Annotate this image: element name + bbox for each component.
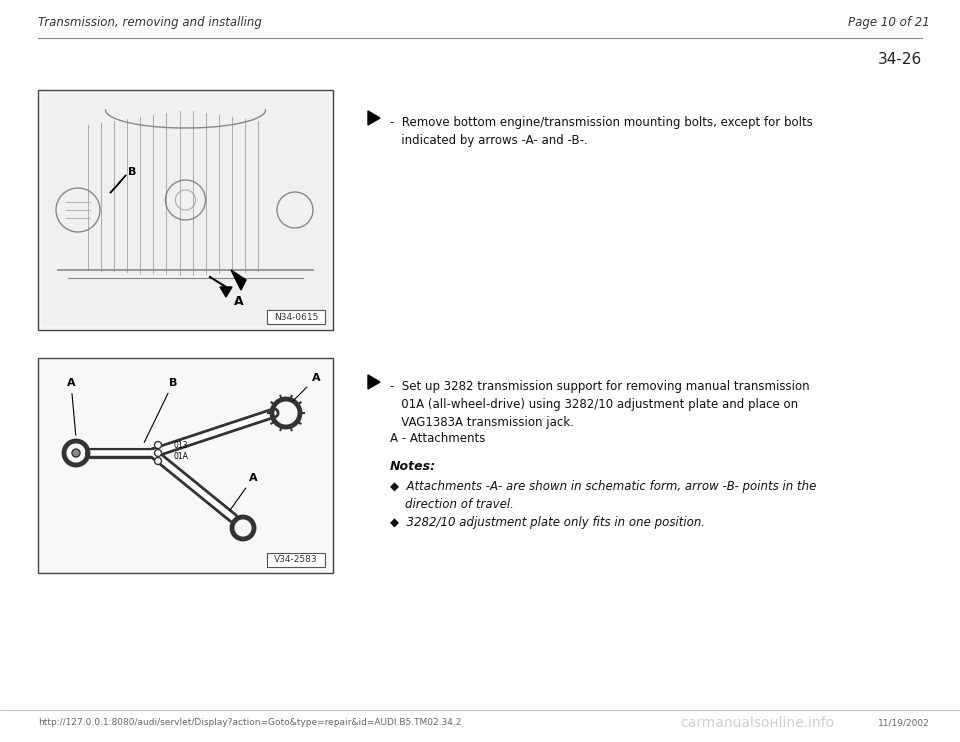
Circle shape (155, 450, 161, 456)
Text: ◆  Attachments -A- are shown in schematic form, arrow -B- points in the
    dire: ◆ Attachments -A- are shown in schematic… (390, 480, 816, 511)
Circle shape (155, 441, 161, 448)
Bar (38, 358, 333, 573)
Text: Notes:: Notes: (390, 460, 436, 473)
Text: A: A (66, 378, 76, 436)
Bar (267, 553, 325, 567)
Text: 11/19/2002: 11/19/2002 (878, 718, 930, 727)
Bar (267, 310, 325, 324)
Bar (38, 90, 333, 330)
Text: Transmission, removing and installing: Transmission, removing and installing (38, 16, 262, 29)
Circle shape (155, 458, 161, 464)
Text: N34-0615: N34-0615 (274, 312, 318, 321)
Text: 013
01A: 013 01A (173, 441, 188, 461)
Text: -  Set up 3282 transmission support for removing manual transmission
   01A (all: - Set up 3282 transmission support for r… (390, 380, 809, 429)
Text: 34-26: 34-26 (877, 52, 922, 67)
Circle shape (72, 449, 80, 457)
Text: B: B (128, 167, 136, 177)
Polygon shape (231, 270, 246, 290)
Text: A: A (293, 373, 321, 401)
Text: V34-2583: V34-2583 (275, 556, 318, 565)
Polygon shape (368, 375, 380, 389)
Polygon shape (220, 287, 232, 297)
Polygon shape (110, 175, 126, 193)
Bar (42, 94, 329, 326)
Polygon shape (368, 111, 380, 125)
Text: A: A (229, 473, 257, 510)
Text: http://127.0.0.1:8080/audi/servlet/Display?action=Goto&type=repair&id=AUDI.B5.TM: http://127.0.0.1:8080/audi/servlet/Displ… (38, 718, 462, 727)
Text: ◆  3282/10 adjustment plate only fits in one position.: ◆ 3282/10 adjustment plate only fits in … (390, 516, 706, 529)
Text: Page 10 of 21: Page 10 of 21 (849, 16, 930, 29)
Text: -  Remove bottom engine/transmission mounting bolts, except for bolts
   indicat: - Remove bottom engine/transmission moun… (390, 116, 813, 147)
Text: A: A (234, 295, 244, 308)
Text: B: B (144, 378, 178, 442)
Text: carmanualsонline.info: carmanualsонline.info (680, 716, 834, 730)
Text: A - Attachments: A - Attachments (390, 432, 486, 445)
